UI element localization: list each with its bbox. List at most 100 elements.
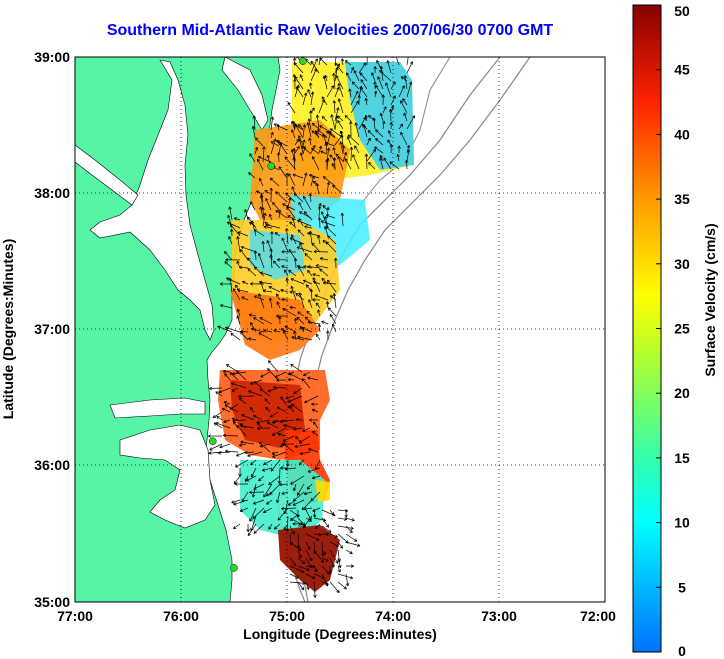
velocity-arrowhead [241,414,244,418]
velocity-arrow [349,88,352,98]
velocity-arrowhead [299,138,302,142]
velocity-arrow [379,70,392,82]
velocity-arrowhead [250,282,254,285]
velocity-arrow [316,114,320,131]
velocity-arrow [241,296,249,301]
velocity-arrowhead [321,96,325,99]
velocity-arrowhead [298,545,301,549]
chesapeake-bay [89,59,215,341]
velocity-arrowhead [304,253,308,255]
velocity-arrowhead [322,282,326,285]
velocity-arrow [249,507,257,522]
velocity-arrow [289,517,303,526]
velocity-arrowhead [275,191,279,193]
velocity-arrowhead [357,543,361,547]
velocity-arrow [256,419,271,423]
velocity-arrow [309,193,312,203]
velocity-arrowhead [330,114,332,118]
velocity-arrowhead [350,564,354,567]
velocity-arrow [313,541,316,554]
velocity-arrow [278,467,281,484]
velocity-arrowhead [249,490,252,493]
velocity-arrowhead [306,310,310,313]
velocity-arrowhead [312,156,316,159]
velocity-arrow [340,130,344,147]
velocity-arrow [281,265,289,269]
velocity-arrow [352,154,360,170]
velocity-arrowhead [277,258,281,261]
velocity-arrowhead [322,176,325,180]
velocity-arrowhead [362,62,366,65]
velocity-arrowhead [335,67,338,70]
velocity-arrow [329,509,335,516]
velocity-arrow [311,242,321,253]
velocity-arrowhead [343,588,347,590]
velocity-arrowhead [263,225,267,227]
velocity-arrowhead [333,293,337,297]
velocity-arrow [345,573,349,587]
velocity-arrow [299,138,304,154]
velocity-arrowhead [356,545,361,547]
velocity-arrowhead [368,162,372,164]
velocity-arrow [345,533,358,542]
velocity-arrow [337,573,353,579]
velocity-arrow [334,87,340,98]
velocity-arrow [259,281,273,285]
velocity-arrowhead [289,237,293,241]
velocity-arrowhead [403,75,406,79]
velocity-arrowhead [317,309,321,313]
velocity-arrow [265,198,272,211]
velocity-arrow [253,317,265,325]
velocity-arrowhead [381,94,384,98]
velocity-arrowhead [283,424,287,426]
velocity-arrowhead [335,561,339,564]
velocity-arrow [269,177,280,187]
velocity-arrow [270,248,273,261]
velocity-arrow [227,221,241,229]
velocity-arrow [341,58,344,66]
velocity-arrowhead [251,220,255,224]
velocity-arrow [313,549,324,563]
velocity-arrowhead [332,100,335,104]
velocity-arrowhead [270,131,274,135]
velocity-arrowhead [240,425,243,428]
velocity-arrowhead [319,53,321,55]
velocity-arrowhead [291,336,295,340]
velocity-arrowhead [307,266,311,269]
velocity-arrow [283,330,289,341]
velocity-arrowhead [235,284,239,287]
velocity-arrowhead [344,514,347,518]
velocity-arrowhead [252,517,256,519]
velocity-arrow [382,106,387,114]
velocity-arrowhead [355,100,359,103]
velocity-arrow [327,279,337,293]
x-tick-label: 72:00 [580,608,616,624]
velocity-arrow [383,157,392,170]
velocity-arrowhead [280,466,284,469]
velocity-arrowhead [318,235,321,238]
velocity-arrowhead [263,509,266,513]
velocity-arrowhead [293,564,297,567]
velocity-arrowhead [279,480,282,484]
velocity-arrowhead [282,438,286,442]
velocity-arrowhead [277,259,280,262]
velocity-arrowhead [325,226,328,230]
velocity-arrow [239,266,249,269]
velocity-arrowhead [287,371,291,375]
velocity-arrowhead [229,223,231,227]
velocity-arrow [297,565,310,571]
velocity-arrowhead [292,57,295,61]
velocity-arrowhead [278,141,282,144]
velocity-arrow [305,316,313,325]
velocity-arrow [360,79,368,90]
grid [75,57,605,602]
velocity-arrowhead [317,309,319,313]
velocity-arrow [280,328,289,333]
velocity-arrow [293,62,304,74]
velocity-arrow [231,387,239,392]
velocity-arrowhead [323,518,327,521]
velocity-arrowhead [299,547,302,551]
velocity-arrow [363,124,368,138]
velocity-arrow [307,467,321,473]
velocity-arrowhead [265,407,267,411]
